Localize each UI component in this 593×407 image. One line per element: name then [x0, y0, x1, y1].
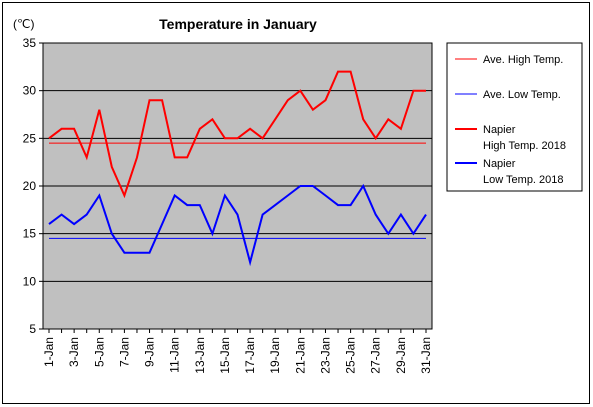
chart-title: Temperature in January	[159, 16, 317, 32]
y-tick-label-30: 30	[23, 84, 37, 98]
legend-item-ave-low: Ave. Low Temp.	[455, 89, 561, 101]
x-tick-label-21-Jan: 21-Jan	[293, 337, 307, 374]
unit-label: (℃)	[13, 17, 34, 31]
legend-label-napier-low-line2: Low Temp. 2018	[483, 174, 564, 186]
series-line-napier-low	[48, 183, 427, 267]
x-tick-label-25-Jan: 25-Jan	[344, 337, 358, 374]
series-lines	[48, 70, 427, 267]
x-tick-label-9-Jan: 9-Jan	[143, 337, 157, 367]
y-tick-label-10: 10	[23, 274, 37, 288]
series-line-napier-high	[48, 70, 426, 199]
legend-label-napier-high-line2: High Temp. 2018	[483, 140, 566, 152]
legend-item-napier-low: Napier Low Temp. 2018	[455, 158, 564, 186]
x-tick-label-5-Jan: 5-Jan	[92, 337, 106, 367]
x-tick-label-15-Jan: 15-Jan	[218, 337, 232, 374]
x-tick-label-27-Jan: 27-Jan	[369, 337, 383, 374]
x-tick-label-23-Jan: 23-Jan	[318, 337, 332, 374]
y-tick-label-35: 35	[23, 36, 37, 50]
legend-label-napier-high-line1: Napier	[483, 124, 516, 136]
y-tick-label-20: 20	[23, 179, 37, 193]
y-tick-label-5: 5	[29, 322, 36, 336]
x-tick-label-1-Jan: 1-Jan	[42, 337, 56, 367]
x-tick-label-31-Jan: 31-Jan	[419, 337, 433, 374]
legend-label-napier-low-line1: Napier	[483, 158, 516, 170]
legend-box	[446, 42, 583, 192]
legend-item-ave-high: Ave. High Temp.	[455, 54, 563, 66]
x-tick-label-3-Jan: 3-Jan	[67, 337, 81, 367]
y-tick-label-15: 15	[23, 227, 37, 241]
x-tick-label-7-Jan: 7-Jan	[117, 337, 131, 367]
x-tick-label-19-Jan: 19-Jan	[268, 337, 282, 374]
x-tick-label-11-Jan: 11-Jan	[168, 337, 182, 373]
legend-label-ave-low: Ave. Low Temp.	[483, 89, 561, 101]
legend-item-napier-high: Napier High Temp. 2018	[455, 124, 566, 152]
legend-label-ave-high: Ave. High Temp.	[483, 54, 563, 66]
axes: 5 10 15 20 25 30 35 1-Jan 3-Jan 5-Jan 7-Jan 9-Jan 11…	[23, 36, 433, 374]
plot-area	[42, 42, 433, 330]
x-tick-label-29-Jan: 29-Jan	[394, 337, 408, 374]
y-tick-label-25: 25	[23, 131, 37, 145]
x-tick-label-17-Jan: 17-Jan	[243, 337, 257, 374]
x-tick-label-13-Jan: 13-Jan	[193, 337, 207, 374]
